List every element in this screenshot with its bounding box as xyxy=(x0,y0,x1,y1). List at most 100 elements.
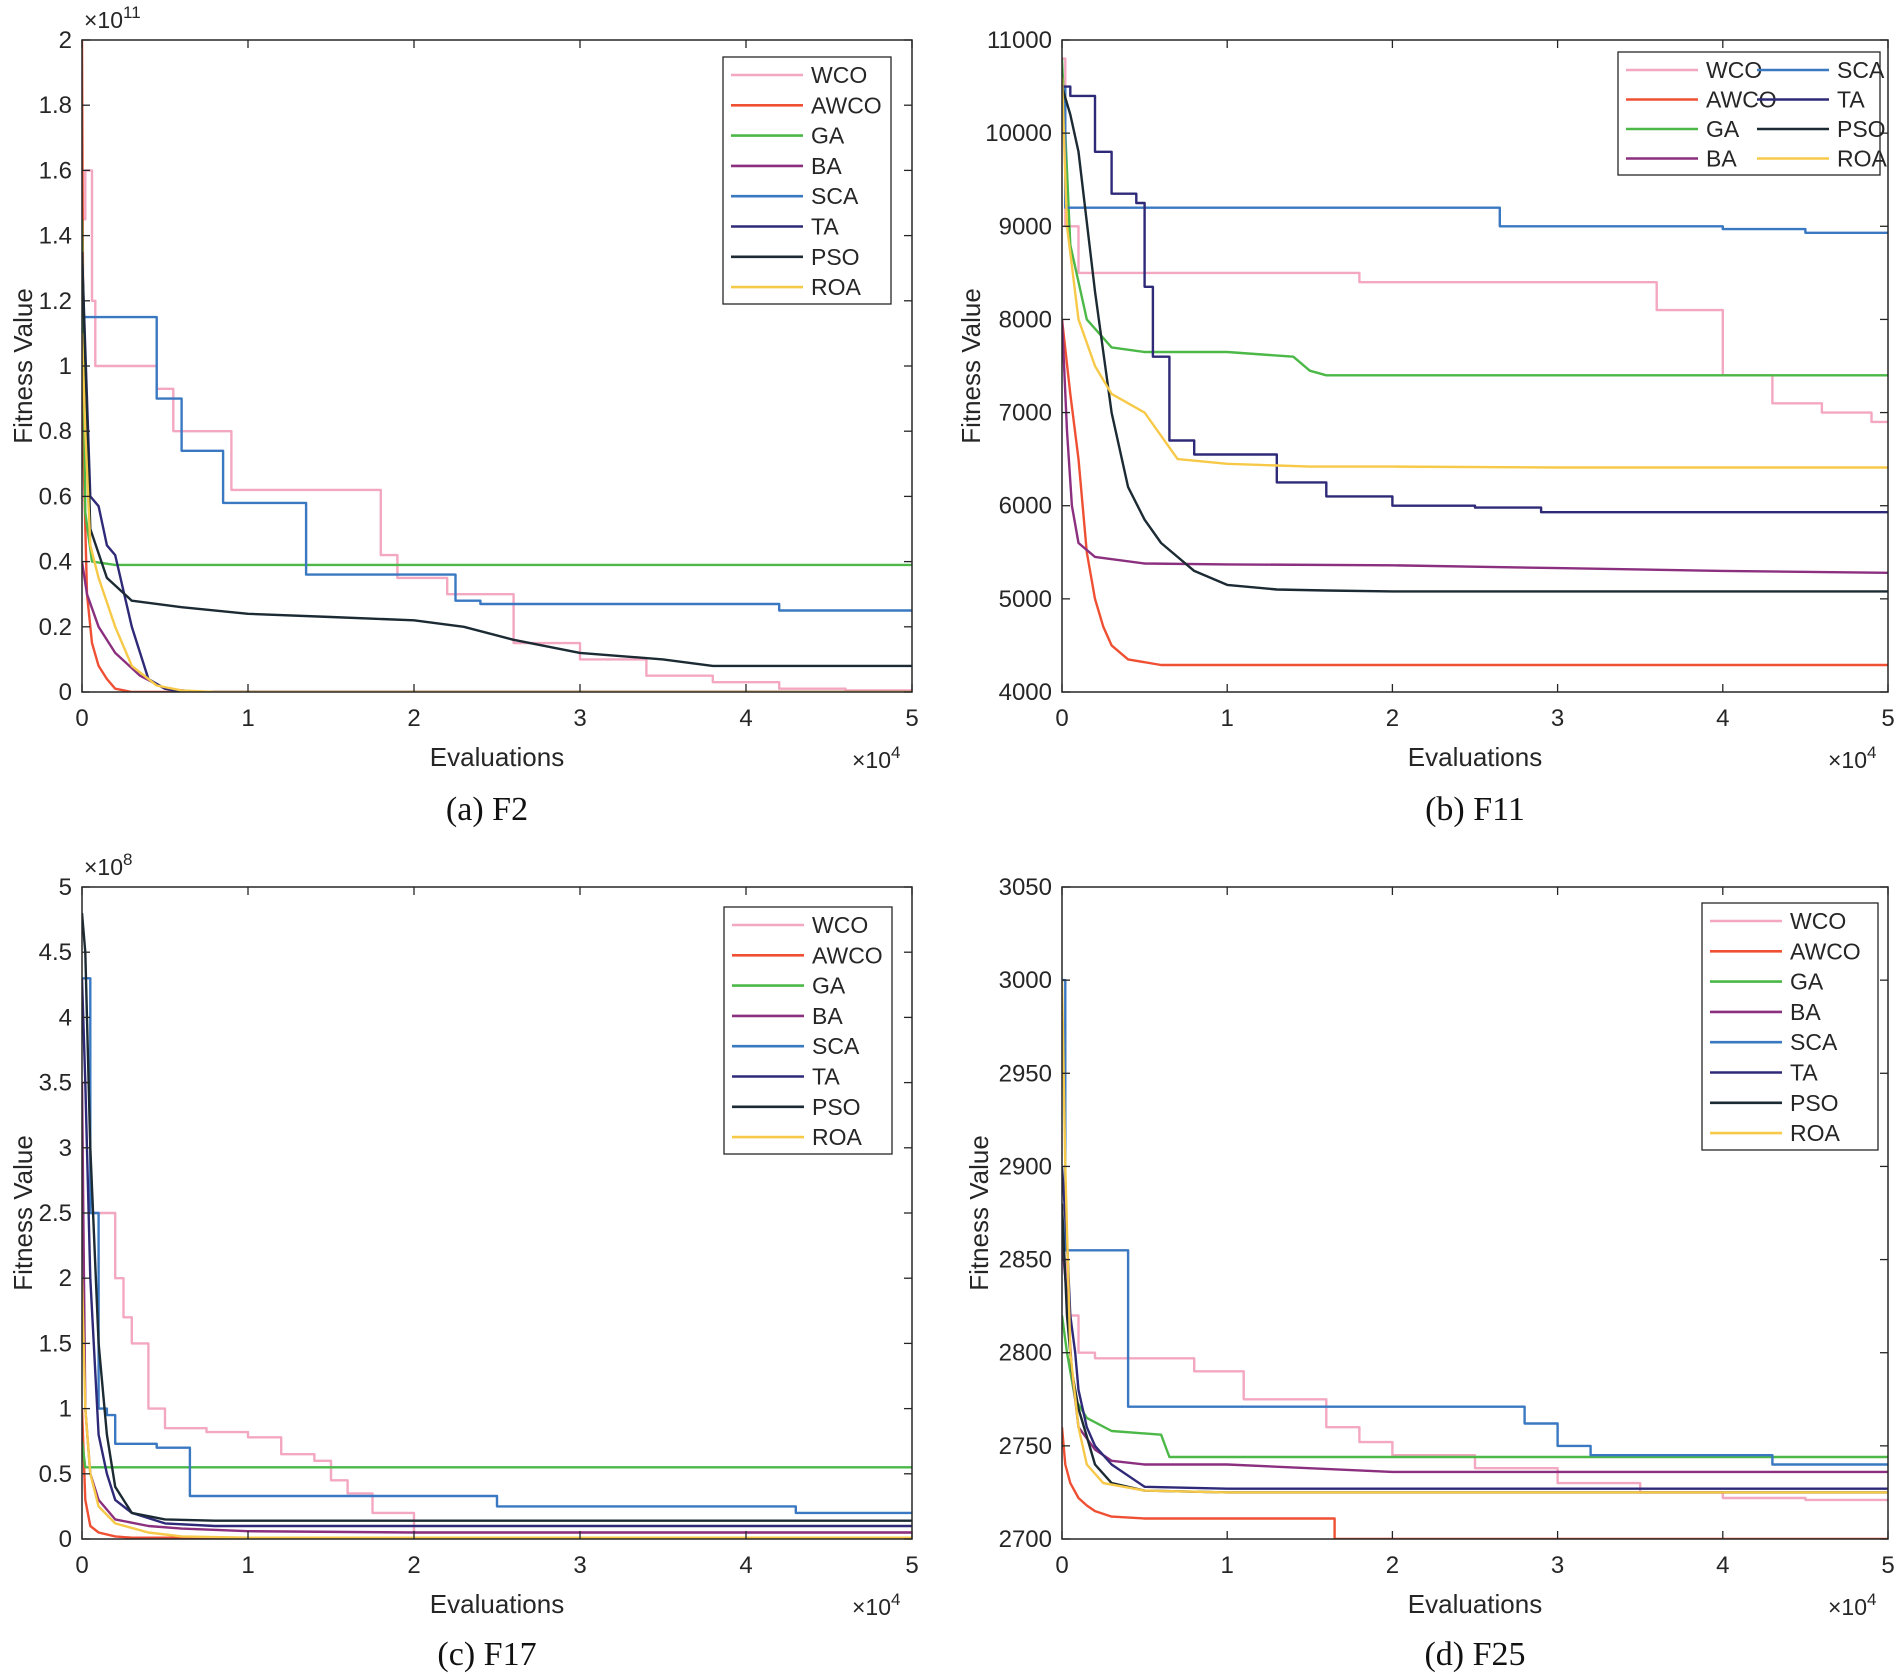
x-tick-label: 5 xyxy=(1881,705,1894,732)
legend-label-wco: WCO xyxy=(811,62,867,88)
axes-frame xyxy=(1061,39,1889,693)
x-tick-label: 0 xyxy=(75,705,88,732)
legend: WCO AWCO GA BA SCA TA PSO ROA xyxy=(1701,902,1879,1151)
x-axis-label: Evaluations xyxy=(430,1589,564,1619)
y-tick-label: 2700 xyxy=(999,1526,1052,1553)
legend-label-ta: TA xyxy=(811,214,839,240)
series-line-wco xyxy=(82,1081,912,1534)
y-tick-label: 8000 xyxy=(999,306,1052,333)
y-tick-label: 2950 xyxy=(999,1060,1052,1087)
y-tick-label: 0.5 xyxy=(39,1461,72,1488)
y-tick-label: 1.4 xyxy=(39,223,72,250)
y-tick-label: 10000 xyxy=(985,120,1052,147)
legend: WCO AWCO GA BA SCA TA PSO ROA xyxy=(723,906,893,1155)
y-tick-label: 1 xyxy=(59,1396,72,1423)
series-line-ga xyxy=(1062,1315,1888,1459)
y-tick-label: 2750 xyxy=(999,1433,1052,1460)
y-tick-label: 4.5 xyxy=(39,939,72,966)
x-tick-label: 1 xyxy=(1221,705,1234,732)
series-line-pso xyxy=(82,251,912,668)
legend-box xyxy=(722,56,892,305)
x-tick-label: 4 xyxy=(739,705,752,732)
y-tick-label: 3000 xyxy=(999,967,1052,994)
y-tick-label: 9000 xyxy=(999,213,1052,240)
legend-label-roa: ROA xyxy=(1790,1120,1841,1146)
x-axis-exponent: ×104 xyxy=(852,743,900,773)
series-group xyxy=(1062,57,1888,667)
series-line-awco xyxy=(82,1408,912,1539)
panel-caption: (a) F2 xyxy=(446,791,528,828)
x-axis-exponent-power: 4 xyxy=(891,1590,900,1609)
x-axis-exponent-power: 4 xyxy=(891,743,900,762)
x-axis-exponent: ×104 xyxy=(852,1590,900,1620)
legend-label-ga: GA xyxy=(812,973,846,999)
series-line-roa xyxy=(82,1278,912,1539)
series-line-awco xyxy=(1062,319,1888,667)
y-tick-label: 3050 xyxy=(999,874,1052,901)
legend-label-ta: TA xyxy=(1790,1060,1818,1086)
legend-label-ba: BA xyxy=(1706,146,1737,172)
x-tick-label: 0 xyxy=(1055,705,1068,732)
x-tick-label: 2 xyxy=(407,705,420,732)
legend-label-ga: GA xyxy=(811,123,845,149)
legend-label-wco: WCO xyxy=(1706,57,1762,83)
series-line-ba xyxy=(1062,319,1888,574)
y-tick-label: 4000 xyxy=(999,679,1052,706)
legend-label-awco: AWCO xyxy=(1790,938,1861,964)
y-tick-label: 1.5 xyxy=(39,1330,72,1357)
x-tick-label: 1 xyxy=(241,1552,254,1579)
series-line-ta xyxy=(82,251,912,692)
legend-label-roa: ROA xyxy=(1837,146,1888,172)
series-line-wco xyxy=(82,169,912,692)
x-axis-exponent-power: 4 xyxy=(1867,1590,1876,1609)
y-tick-label: 2800 xyxy=(999,1340,1052,1367)
series-line-roa xyxy=(1062,980,1888,1494)
series-group xyxy=(82,40,912,692)
y-tick-label: 4 xyxy=(59,1004,72,1031)
legend-label-ta: TA xyxy=(812,1064,840,1090)
series-line-sca xyxy=(1062,978,1888,1466)
y-axis-exponent-power: 11 xyxy=(123,3,141,22)
legend-label-ba: BA xyxy=(812,1003,843,1029)
x-tick-label: 3 xyxy=(1551,1552,1564,1579)
x-tick-label: 2 xyxy=(407,1552,420,1579)
y-tick-label: 0.4 xyxy=(39,549,72,576)
series-line-roa xyxy=(82,333,912,692)
x-tick-label: 3 xyxy=(573,705,586,732)
y-axis-exponent: ×108 xyxy=(84,850,132,880)
y-axis-label: Fitness Value xyxy=(964,1135,994,1291)
y-tick-label: 1.6 xyxy=(39,157,72,184)
legend-label-sca: SCA xyxy=(811,183,859,209)
y-axis-label: Fitness Value xyxy=(956,288,986,444)
y-tick-label: 3.5 xyxy=(39,1070,72,1097)
legend: WCO AWCO GA BA SCA TA PSO ROA xyxy=(722,56,892,305)
y-axis-label: Fitness Value xyxy=(8,1135,38,1291)
x-tick-label: 4 xyxy=(1716,1552,1729,1579)
x-tick-label: 3 xyxy=(1551,705,1564,732)
series-line-awco xyxy=(1062,1427,1888,1539)
legend-label-ba: BA xyxy=(811,153,842,179)
y-tick-label: 6000 xyxy=(999,493,1052,520)
legend-box xyxy=(1617,51,1881,176)
chart-panel-1: 0 1 2 3 4 500.20.40.60.811.21.41.61.82Evaluat… xyxy=(8,3,919,828)
y-tick-label: 2900 xyxy=(999,1153,1052,1180)
legend-label-sca: SCA xyxy=(1790,1029,1838,1055)
y-tick-label: 7000 xyxy=(999,400,1052,427)
y-tick-label: 0.6 xyxy=(39,483,72,510)
legend-label-ga: GA xyxy=(1706,116,1740,142)
y-tick-label: 1.2 xyxy=(39,288,72,315)
y-tick-label: 3 xyxy=(59,1135,72,1162)
y-tick-label: 0.2 xyxy=(39,614,72,641)
x-tick-label: 2 xyxy=(1386,1552,1399,1579)
y-tick-label: 5 xyxy=(59,874,72,901)
panel-caption: (d) F25 xyxy=(1424,1636,1525,1673)
y-axis-exponent-power: 8 xyxy=(123,850,132,869)
y-tick-label: 2 xyxy=(59,27,72,54)
legend-label-pso: PSO xyxy=(811,244,860,270)
x-axis-exponent: ×104 xyxy=(1828,1590,1876,1620)
y-tick-label: 2 xyxy=(59,1265,72,1292)
legend-label-wco: WCO xyxy=(1790,908,1846,934)
series-line-ga xyxy=(1062,58,1888,377)
legend-label-ga: GA xyxy=(1790,969,1824,995)
